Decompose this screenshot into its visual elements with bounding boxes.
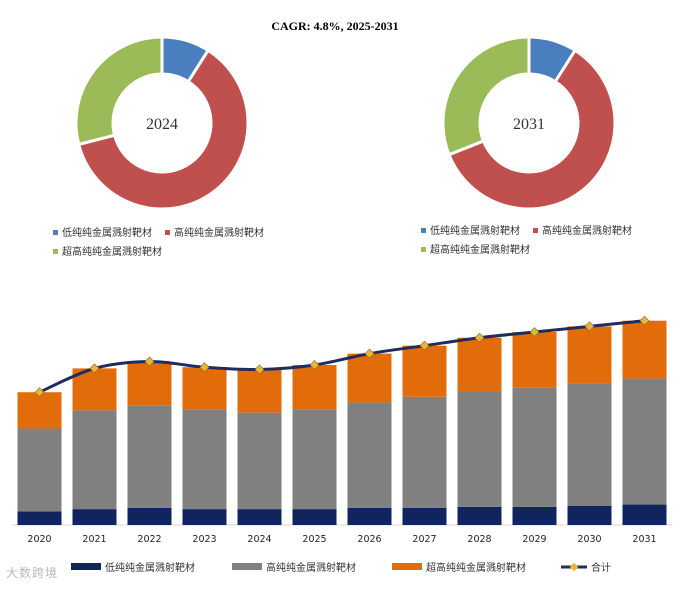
bar-segment-2: [292, 409, 337, 510]
legend-label: 高纯纯金属溅射靶材: [266, 561, 356, 574]
total-line-marker: [144, 356, 155, 367]
legend-label: 超高纯纯金属溅射靶材: [426, 561, 526, 574]
bar-segment-3: [72, 368, 117, 411]
x-tick-label: 2024: [247, 534, 271, 545]
bar-segment-1: [17, 511, 62, 525]
x-tick-label: 2031: [632, 534, 656, 545]
bar-segment-3: [292, 364, 337, 410]
total-line-marker: [364, 348, 375, 359]
bar-segment-1: [127, 507, 172, 525]
bar-segment-2: [402, 396, 447, 508]
legend-marker: [569, 562, 579, 572]
x-tick-label: 2023: [192, 534, 216, 545]
total-line-marker: [199, 362, 210, 373]
total-line-marker: [34, 387, 45, 398]
legend-swatch: [421, 247, 426, 252]
x-tick-label: 2025: [302, 534, 326, 545]
legend-label: 低纯纯金属溅射靶材: [430, 224, 520, 237]
legend-label: 高纯纯金属溅射靶材: [174, 226, 264, 239]
bar-segment-3: [622, 320, 667, 379]
bar-segment-2: [182, 409, 227, 510]
total-line-marker: [639, 315, 650, 326]
watermark: 大数跨境: [6, 566, 59, 580]
legend-swatch: [165, 230, 170, 235]
legend-label: 超高纯纯金属溅射靶材: [62, 245, 162, 258]
bar-segment-3: [347, 353, 392, 403]
total-line-marker: [254, 364, 265, 375]
total-line-marker: [584, 321, 595, 332]
x-tick-label: 2029: [522, 534, 546, 545]
bar-segment-2: [567, 383, 612, 506]
bar-segment-3: [567, 326, 612, 384]
legend-swatch: [392, 563, 422, 570]
x-tick-label: 2030: [577, 534, 601, 545]
donut-center-label: 2031: [513, 116, 545, 133]
donut-slice-2: [447, 48, 617, 211]
bar-segment-2: [347, 402, 392, 508]
bar-segment-1: [237, 509, 282, 525]
total-line-marker: [529, 327, 540, 337]
total-line-marker: [419, 340, 430, 351]
bar-segment-2: [457, 391, 502, 507]
donut-center-label: 2024: [146, 116, 178, 133]
x-tick-label: 2026: [357, 534, 381, 545]
legend-label: 合计: [591, 561, 611, 574]
bar-segment-1: [72, 509, 117, 525]
bar-segment-3: [127, 361, 172, 406]
x-tick-label: 2020: [27, 534, 51, 545]
bar-segment-3: [17, 392, 62, 429]
bar-segment-1: [512, 506, 557, 525]
legend-swatch: [232, 563, 262, 570]
legend-swatch: [421, 228, 426, 233]
chart-title: CAGR: 4.8%, 2025-2031: [271, 19, 398, 33]
bar-segment-1: [457, 506, 502, 525]
legend-swatch: [53, 249, 58, 254]
bar-segment-2: [17, 428, 62, 512]
bar-segment-3: [182, 367, 227, 410]
bar-segment-3: [512, 332, 557, 388]
donut-slice-2: [76, 48, 250, 211]
stacked-bar-chart: 2020 2021 2022 2023 2024 2025 2026 2027 2028 2029…: [12, 315, 672, 545]
bar-segment-1: [292, 509, 337, 525]
legend-label: 低纯纯金属溅射靶材: [105, 561, 195, 574]
legend-label: 超高纯纯金属溅射靶材: [430, 243, 530, 256]
bar-segment-2: [237, 412, 282, 510]
legend-swatch: [533, 228, 538, 233]
legend-label: 高纯纯金属溅射靶材: [542, 224, 632, 237]
legend-label: 低纯纯金属溅射靶材: [62, 226, 152, 239]
total-line-marker: [89, 363, 100, 374]
bar-segment-3: [402, 345, 447, 397]
legend-swatch: [71, 563, 101, 570]
donut-slice-3: [441, 35, 531, 157]
bar-segment-1: [622, 504, 667, 525]
donut-slice-3: [74, 35, 164, 147]
bar-segment-2: [622, 378, 667, 505]
total-line-marker: [309, 360, 320, 370]
x-tick-label: 2027: [412, 534, 436, 545]
bar-segment-3: [237, 369, 282, 413]
donut-chart-2031: 2031: [441, 35, 617, 211]
total-line-marker: [474, 332, 485, 343]
x-tick-label: 2022: [137, 534, 161, 545]
bar-segment-2: [72, 410, 117, 510]
bar-segment-2: [127, 405, 172, 508]
x-tick-label: 2021: [82, 534, 106, 545]
bar-segment-2: [512, 387, 557, 507]
bar-segment-1: [182, 509, 227, 525]
legend-swatch: [53, 230, 58, 235]
donut-chart-2024: 2024: [74, 35, 250, 211]
bar-chart-legend: 低纯纯金属溅射靶材 高纯纯金属溅射靶材 超高纯纯金属溅射靶材 合计: [71, 561, 611, 574]
bar-segment-1: [402, 507, 447, 525]
x-tick-label: 2028: [467, 534, 491, 545]
bar-segment-1: [347, 507, 392, 525]
bar-segment-3: [457, 337, 502, 392]
bar-segment-1: [567, 505, 612, 525]
